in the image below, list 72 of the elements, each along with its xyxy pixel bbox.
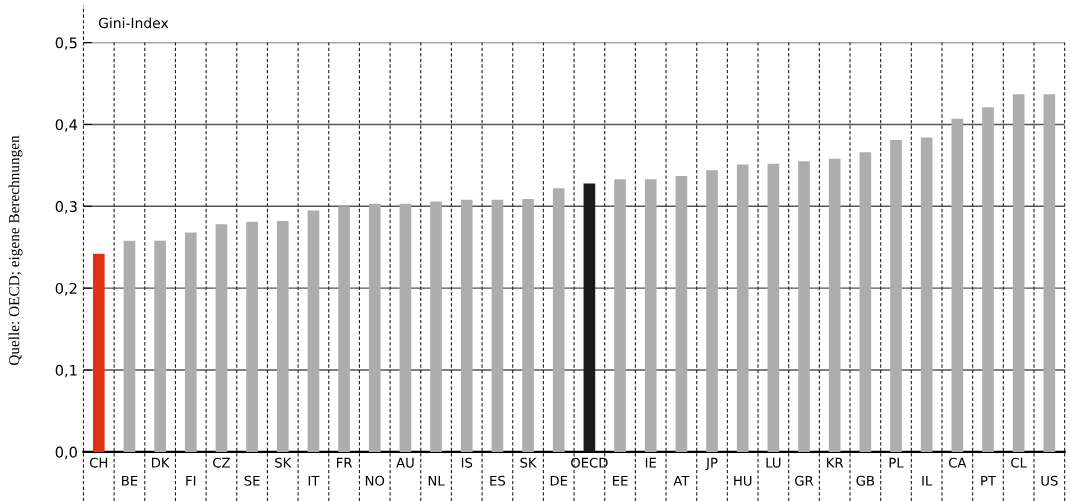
x-tick-label: LU — [766, 457, 781, 468]
bar — [491, 199, 504, 452]
bar — [706, 170, 718, 452]
y-axis-title: Gini-Index — [98, 17, 169, 29]
x-tick-label: CZ — [213, 457, 230, 468]
bar — [276, 221, 289, 452]
x-tick-label: IE — [645, 457, 656, 468]
bar — [154, 240, 166, 452]
x-tick-label: HU — [734, 475, 752, 486]
bar — [552, 188, 565, 452]
x-tick-label: AU — [396, 457, 414, 468]
x-tick-label: KR — [827, 457, 844, 468]
x-tick-label: GR — [795, 475, 814, 486]
bar — [828, 158, 841, 452]
x-tick-label: US — [1041, 475, 1058, 486]
y-tick-label: 0,5 — [55, 37, 77, 50]
bar — [798, 161, 810, 452]
x-tick-label: CA — [948, 457, 967, 468]
x-tick-label: PL — [889, 457, 904, 468]
bar — [307, 210, 320, 452]
bar — [675, 176, 688, 452]
bar — [522, 198, 534, 452]
y-tick-label: 0,3 — [55, 201, 77, 214]
bar — [890, 140, 902, 452]
bar — [736, 164, 749, 452]
bar — [368, 203, 381, 452]
bar — [338, 206, 350, 452]
x-tick-label: CL — [1011, 457, 1027, 468]
x-tick-label: SK — [520, 457, 537, 468]
x-tick-label: AT — [673, 475, 690, 486]
x-tick-label: BE — [122, 475, 138, 486]
x-tick-label: JP — [705, 457, 718, 471]
x-tick-label: NL — [428, 475, 445, 486]
x-tick-label: ES — [490, 475, 506, 486]
bar — [644, 179, 657, 452]
y-tick-label: 0,1 — [55, 364, 77, 378]
x-tick-label: DK — [152, 457, 170, 468]
y-tick-label: 0,4 — [55, 119, 78, 132]
bar — [859, 152, 872, 452]
x-tick-label: EE — [613, 475, 628, 486]
bar — [1012, 94, 1025, 452]
bar — [184, 232, 197, 452]
x-tick-label: IT — [308, 475, 320, 486]
x-tick-label: DE — [550, 475, 568, 486]
bar — [1043, 94, 1056, 452]
bar — [951, 118, 964, 452]
x-tick-label: NO — [365, 475, 385, 486]
bar — [215, 224, 228, 452]
bar — [460, 199, 473, 452]
bar — [246, 221, 258, 452]
x-tick-label: FR — [337, 457, 353, 468]
bar — [614, 179, 626, 452]
x-tick-label: CH — [89, 457, 108, 468]
bar — [982, 107, 994, 452]
bar — [123, 240, 136, 452]
bar — [920, 137, 933, 452]
x-tick-label: SE — [244, 475, 260, 486]
x-tick-label: FI — [186, 475, 196, 486]
x-tick-label: SK — [275, 457, 292, 468]
bar — [583, 183, 596, 452]
x-tick-label: GB — [856, 475, 875, 486]
y-tick-label: 0,0 — [55, 446, 77, 460]
source-note: Quelle: OECD; eigene Berechnungen — [8, 135, 23, 366]
x-tick-label: IL — [922, 475, 933, 486]
bar — [399, 203, 412, 452]
x-tick-label: IS — [461, 457, 473, 468]
y-tick-label: 0,2 — [55, 282, 77, 296]
bar — [92, 253, 105, 452]
x-tick-label: PT — [981, 475, 997, 486]
x-tick-label: OECD — [571, 457, 608, 468]
bar — [430, 201, 442, 452]
bar — [767, 163, 780, 452]
